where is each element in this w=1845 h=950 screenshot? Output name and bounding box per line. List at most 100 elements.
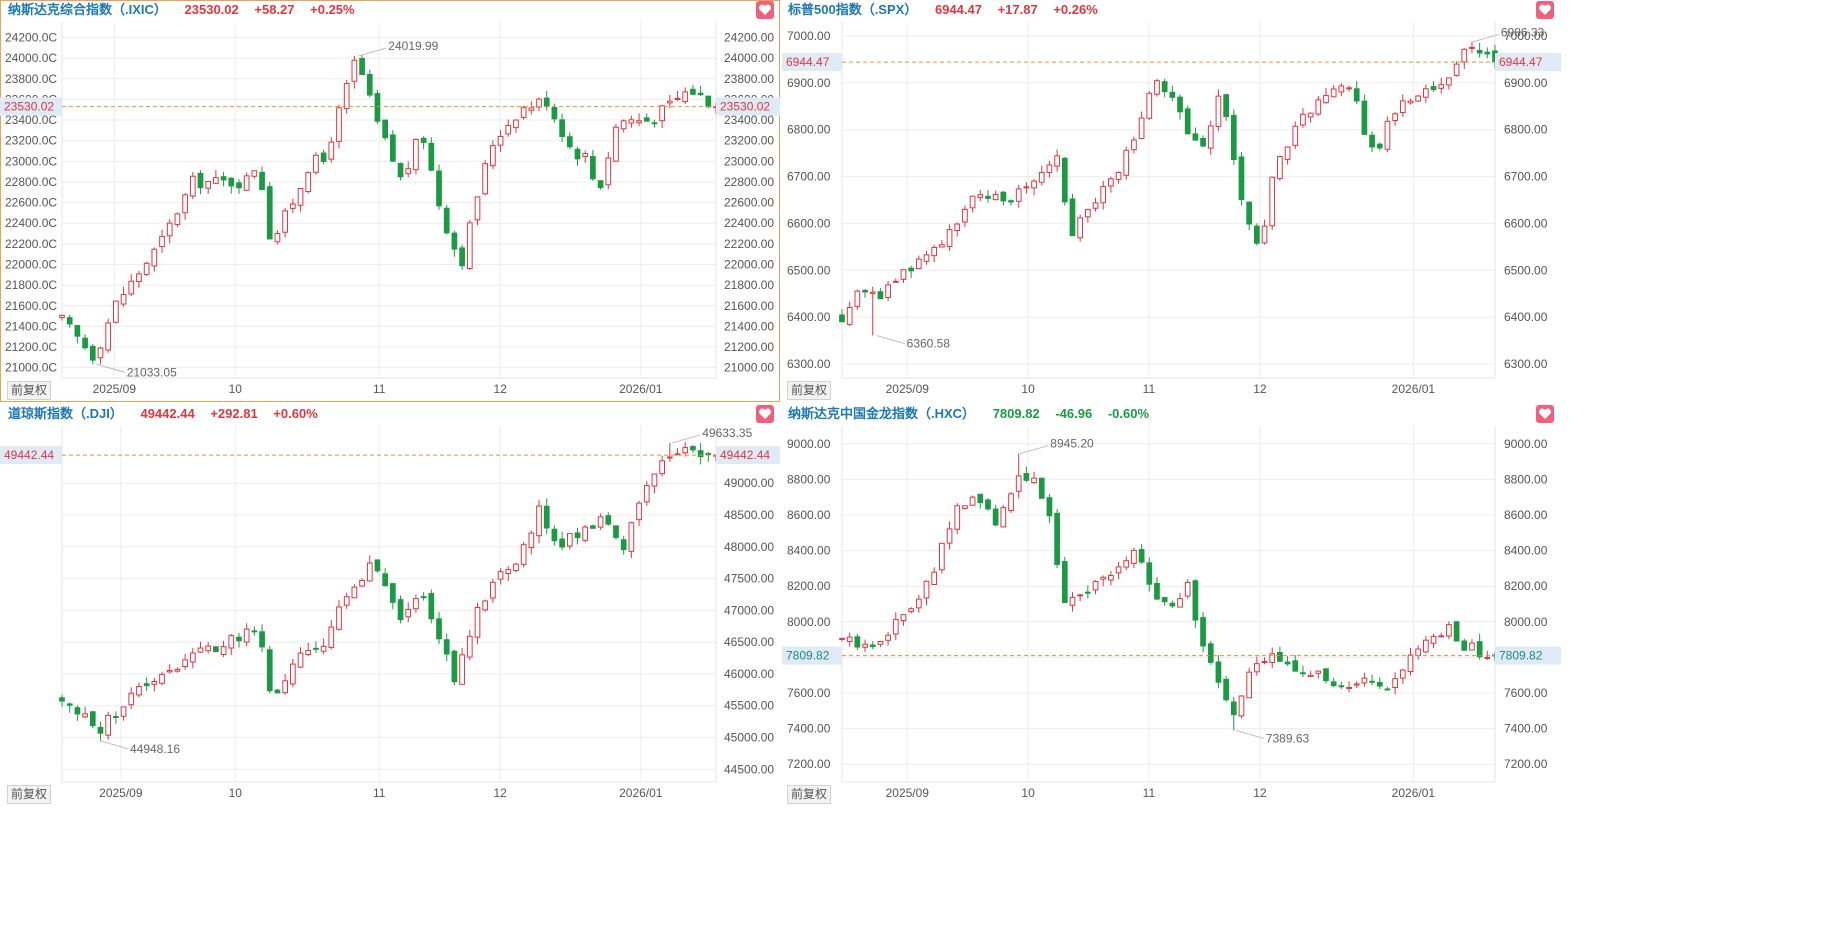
candle-body: [89, 711, 96, 727]
candle-body: [1115, 566, 1122, 574]
candle-body: [1215, 95, 1222, 127]
candle-body: [1284, 146, 1291, 160]
candle-body: [1108, 574, 1114, 581]
candle-body: [97, 347, 104, 359]
candle-body: [1453, 621, 1460, 642]
y-tick-label-right: 23200.00: [724, 134, 774, 148]
last-price: 6944.47: [934, 2, 982, 17]
price-adjust-button[interactable]: 前复权: [787, 785, 832, 804]
candle-body: [1023, 473, 1030, 481]
candle-body: [643, 485, 650, 503]
candle-body: [497, 571, 504, 580]
candlestick-chart[interactable]: 24200.0024000.0023800.0023600.0023400.00…: [0, 0, 780, 402]
candle-body: [289, 663, 296, 685]
candle-body: [166, 669, 173, 673]
candlestick-chart[interactable]: 9000.00 8800.00 8600.00 8400.00 8200.00 8000.…: [782, 404, 1845, 806]
low-callout-label: 7389.63: [1266, 731, 1310, 745]
price-adjust-button[interactable]: 前复权: [787, 381, 832, 400]
candle-body: [466, 222, 473, 270]
candle-body: [1484, 656, 1491, 659]
price-adjust-button[interactable]: 前复权: [7, 381, 52, 400]
candle-body: [1253, 663, 1260, 673]
candle-body: [1131, 549, 1137, 564]
candle-body: [1131, 139, 1137, 151]
candle-body: [490, 145, 496, 167]
y-tick-label-right: 6900.00: [1504, 76, 1548, 90]
chart-panel-ixic[interactable]: 纳斯达克综合指数（.IXIC） 23530.02 +58.27 +0.25% 2…: [0, 0, 780, 402]
candle-body: [1061, 561, 1068, 604]
candle-body: [120, 294, 127, 305]
heart-icon[interactable]: [1536, 405, 1554, 423]
candle-body: [1154, 80, 1160, 95]
y-tick-label-left: 23200.0C: [5, 134, 57, 148]
x-tick-label: 11: [373, 382, 386, 396]
index-title[interactable]: 纳斯达克综合指数（.IXIC）: [8, 2, 167, 17]
candle-body: [574, 148, 581, 160]
candlestick-chart[interactable]: 49000.00 48500.00 48000.00 47500.00 47000.00…: [0, 404, 780, 806]
y-tick-label-right: 46000.00: [724, 667, 774, 681]
index-title[interactable]: 道琼斯指数（.DJI）: [8, 406, 123, 421]
candle-body: [1384, 120, 1391, 150]
index-title[interactable]: 标普500指数（.SPX）: [788, 2, 918, 17]
x-tick-label: 11: [373, 786, 386, 800]
candle-body: [1315, 670, 1322, 674]
y-tick-label-left: 22000.0C: [5, 257, 57, 271]
index-title[interactable]: 纳斯达克中国金龙指数（.HXC）: [788, 406, 976, 421]
y-tick-label-right: 23000.00: [724, 154, 774, 168]
chart-panel-hxc[interactable]: 纳斯达克中国金龙指数（.HXC） 7809.82 -46.96 -0.60% 9…: [782, 404, 1845, 806]
y-tick-label-right: 8200.00: [1504, 579, 1548, 593]
heart-icon[interactable]: [756, 1, 774, 19]
candle-body: [1369, 680, 1375, 683]
last-price-tag-text-left: 7809.82: [786, 649, 830, 663]
candle-body: [228, 635, 235, 649]
last-price-tag-right: [1495, 646, 1561, 665]
chart-panel-spx[interactable]: 标普500指数（.SPX） 6944.47 +17.87 +0.26% 7000…: [782, 0, 1845, 402]
x-tick-label: 12: [494, 382, 508, 396]
candle-body: [1323, 94, 1329, 104]
candle-body: [620, 539, 627, 551]
y-tick-label-left: 7600.00: [787, 686, 831, 700]
heart-icon[interactable]: [756, 405, 774, 423]
y-tick-label-right: 21800.00: [724, 278, 774, 292]
candle-body: [1461, 640, 1468, 651]
candle-body: [205, 180, 212, 189]
price-adjust-button[interactable]: 前复权: [7, 785, 52, 804]
y-tick-label-left: 6900.00: [787, 76, 831, 90]
candle-body: [359, 579, 365, 587]
y-tick-label-left: 6400.00: [787, 310, 831, 324]
y-tick-label-right: 48000.00: [724, 540, 774, 554]
candle-body: [266, 649, 273, 692]
candle-body: [82, 713, 88, 718]
candle-body: [1038, 171, 1045, 183]
candle-body: [946, 528, 953, 544]
last-price-tag-text-right: 49442.44: [720, 448, 770, 462]
y-tick-label-right: 6800.00: [1504, 123, 1548, 137]
candle-body: [1384, 688, 1391, 691]
candle-body: [1338, 85, 1345, 93]
candle-body: [1230, 114, 1237, 160]
candle-body: [690, 88, 696, 95]
y-tick-label-right: 22400.00: [724, 216, 774, 230]
candle-body: [1399, 100, 1406, 114]
candle-body: [1015, 188, 1022, 202]
candle-body: [605, 157, 612, 186]
candle-body: [397, 599, 404, 621]
heart-icon[interactable]: [1536, 1, 1554, 19]
chart-panel-dji[interactable]: 道琼斯指数（.DJI） 49442.44 +292.81 +0.60% 4900…: [0, 404, 780, 806]
candle-body: [282, 210, 288, 233]
candle-body: [1399, 669, 1406, 679]
x-tick-label: 2025/09: [93, 382, 137, 396]
candlestick-chart[interactable]: 7000.00 6900.00 6800.00 6700.00 6600.00 6500.…: [782, 0, 1845, 402]
high-callout-line: [1020, 445, 1049, 455]
candle-body: [1230, 701, 1237, 716]
high-callout-label: 8945.20: [1050, 437, 1094, 451]
candle-body: [1069, 198, 1076, 237]
candle-body: [451, 232, 458, 250]
candle-body: [1000, 191, 1007, 202]
candle-body: [651, 122, 658, 125]
candle-body: [846, 636, 853, 642]
price-change: -46.96: [1055, 406, 1093, 421]
candle-body: [1484, 51, 1491, 55]
x-tick-label: 10: [1021, 382, 1035, 396]
candle-body: [1046, 164, 1053, 173]
